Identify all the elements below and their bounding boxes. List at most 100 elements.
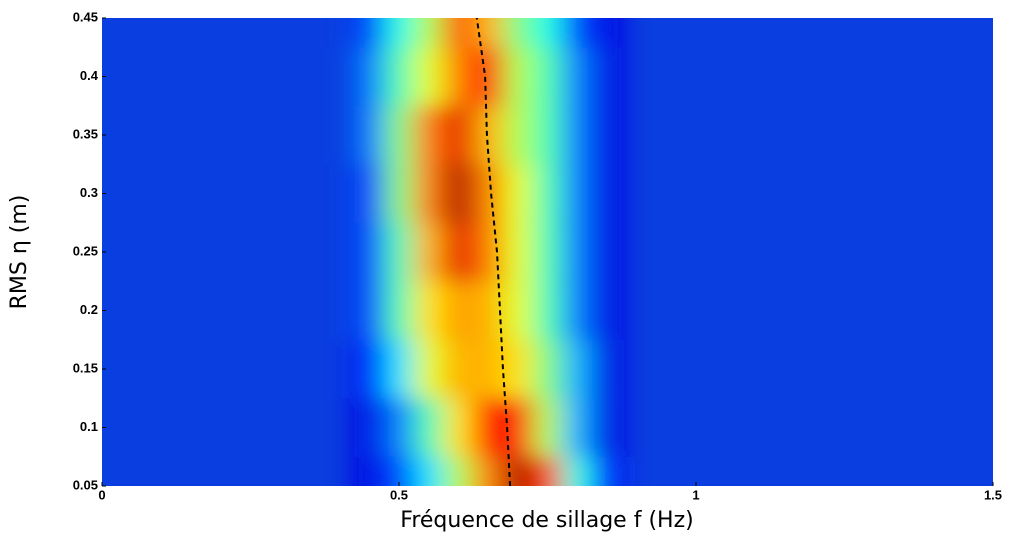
heat-cell [562, 398, 593, 457]
heat-cell [354, 47, 385, 106]
heat-cell [354, 222, 385, 282]
heat-cell [384, 339, 414, 399]
heat-cell [384, 105, 414, 165]
heat-cell [473, 105, 503, 165]
y-tick-label: 0.25 [73, 243, 98, 258]
heat-cell [592, 164, 622, 223]
plot-area [102, 18, 993, 486]
heat-cell [592, 18, 622, 48]
heat-cell [413, 339, 444, 399]
heat-cell [562, 456, 593, 486]
heat-cell [413, 105, 444, 165]
y-tick-label: 0.4 [80, 68, 99, 83]
heat-cell [562, 281, 593, 340]
heat-cell [384, 456, 414, 486]
heat-cell [532, 222, 563, 282]
heat-cell [502, 222, 533, 282]
ridge-line [475, 18, 512, 486]
heat-cell [532, 456, 563, 486]
heat-cell [443, 105, 474, 165]
heat-cell [384, 398, 414, 457]
y-tick-label: 0.3 [80, 185, 98, 200]
x-axis-title: Fréquence de sillage f (Hz) [400, 508, 693, 533]
heat-cell [592, 281, 622, 340]
heat-cell [592, 456, 622, 486]
heat-cell [413, 47, 444, 106]
heat-cell [413, 222, 444, 282]
heat-cell [354, 456, 385, 486]
y-tick-label: 0.15 [73, 360, 98, 375]
heat-cell [473, 339, 503, 399]
heat-cell [473, 222, 503, 282]
heat-cell [384, 47, 414, 106]
x-tick-label: 0 [98, 487, 105, 502]
heat-cell [413, 456, 444, 486]
heat-cell [413, 164, 444, 223]
heat-cell [562, 47, 593, 106]
heat-cell [473, 398, 503, 457]
heat-cell [354, 164, 385, 223]
heat-cell [532, 47, 563, 106]
heat-cell [413, 18, 444, 48]
heat-cell [502, 339, 533, 399]
heat-cell [562, 222, 593, 282]
heat-cell [384, 222, 414, 282]
heat-cell [354, 339, 385, 399]
heat-cell [502, 164, 533, 223]
heat-cell [473, 164, 503, 223]
heat-cell [443, 164, 474, 223]
heat-cell [443, 281, 474, 340]
heat-cell [443, 222, 474, 282]
heat-cell [502, 18, 533, 48]
heat-cell [354, 105, 385, 165]
heat-cell [532, 164, 563, 223]
x-tick-label: 1.5 [984, 487, 1002, 502]
heat-cell [592, 105, 622, 165]
heat-cell [502, 105, 533, 165]
heat-cell [384, 164, 414, 223]
x-tick-label: 1 [692, 487, 699, 502]
axes: 0 0.5 1 1.5 0.05 0.1 0.15 0.2 0.25 0.3 0.35 0.4 0.45 [73, 9, 1002, 502]
heat-cell [532, 398, 563, 457]
y-tick-label: 0.2 [80, 302, 98, 317]
heat-cell [473, 281, 503, 340]
heat-cell [384, 18, 414, 48]
y-tick-label: 0.05 [73, 477, 98, 492]
heat-cell [413, 281, 444, 340]
y-tick-label: 0.35 [73, 126, 98, 141]
heat-cell [354, 281, 385, 340]
heat-cell [592, 339, 622, 399]
heat-cell [413, 398, 444, 457]
y-tick-label: 0.45 [73, 9, 98, 24]
heat-cell [502, 47, 533, 106]
heat-cell [384, 281, 414, 340]
heatmap [354, 18, 622, 486]
heat-cell [532, 281, 563, 340]
heat-cell [354, 398, 385, 457]
heat-cell [443, 339, 474, 399]
x-tick-label: 0.5 [390, 487, 408, 502]
heat-cell [502, 456, 533, 486]
y-axis-title: RMS η (m) [7, 195, 32, 310]
heat-cell [443, 18, 474, 48]
heat-cell [592, 47, 622, 106]
heat-cell [532, 105, 563, 165]
heat-cell [443, 398, 474, 457]
heat-cell [592, 398, 622, 457]
heat-cell [562, 18, 593, 48]
heat-cell [592, 222, 622, 282]
heat-cell [562, 105, 593, 165]
heat-cell [354, 18, 385, 48]
heat-cell [443, 456, 474, 486]
heat-cell [473, 456, 503, 486]
heat-cell [532, 18, 563, 48]
y-tick-label: 0.1 [80, 419, 98, 434]
heat-cell [532, 339, 563, 399]
heat-cell [562, 339, 593, 399]
heat-cell [473, 47, 503, 106]
heat-cell [443, 47, 474, 106]
heat-cell [562, 164, 593, 223]
heat-cell [502, 281, 533, 340]
ridge-layer [475, 18, 512, 486]
